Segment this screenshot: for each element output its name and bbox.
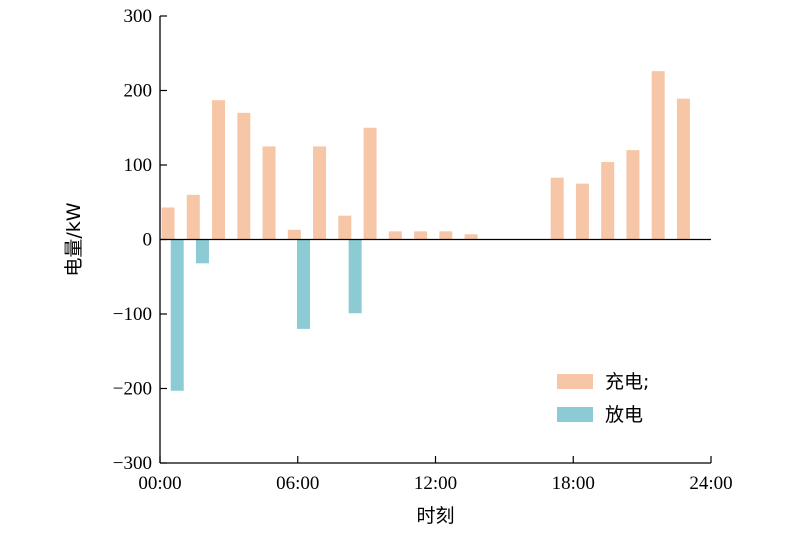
charge-bar-12: [464, 234, 478, 240]
discharge-bar-2: [296, 239, 310, 329]
discharge-bar-1: [195, 239, 209, 264]
legend-label: 充电;: [605, 371, 649, 393]
x-tick-label: 00:00: [138, 473, 181, 494]
charge-bar-16: [626, 150, 640, 240]
charge-bar-8: [363, 127, 377, 240]
y-tick-label: 100: [124, 155, 153, 176]
legend-swatch: [557, 374, 593, 389]
x-tick-label: 12:00: [414, 473, 457, 494]
charge-bar-18: [676, 98, 690, 240]
discharge-bar-3: [348, 239, 362, 314]
y-tick-label: −200: [113, 379, 152, 400]
charge-bar-6: [313, 146, 327, 240]
charge-bar-4: [262, 146, 276, 240]
x-tick-label: 24:00: [689, 473, 732, 494]
charge-bar-15: [601, 162, 615, 240]
charge-bar-13: [550, 177, 564, 240]
legend-swatch: [557, 407, 593, 422]
y-tick-label: −100: [113, 304, 152, 325]
y-tick-label: 300: [124, 6, 153, 27]
legend: 充电; 放电: [557, 371, 649, 426]
charge-bar-2: [212, 100, 226, 240]
y-tick-label: −300: [113, 453, 152, 474]
charge-bar-11: [439, 231, 453, 240]
charge-bar-14: [575, 183, 589, 240]
x-tick-label: 06:00: [276, 473, 319, 494]
y-tick-label: 200: [124, 81, 153, 102]
y-axis-title: 电量/kW: [63, 202, 85, 276]
charge-bar-9: [388, 231, 402, 240]
charge-bar-5: [287, 229, 301, 240]
bars: [161, 71, 690, 391]
y-tick-label: 0: [143, 230, 153, 251]
x-ticks: 00:00 06:00 12:00 18:00 24:00: [138, 456, 733, 494]
y-ticks: −300 −200 −100 0 100 200 300: [113, 6, 167, 474]
x-tick-label: 18:00: [552, 473, 595, 494]
discharge-bar-0: [170, 239, 184, 391]
charge-bar-3: [237, 112, 251, 240]
legend-label: 放电: [605, 404, 643, 426]
charge-bar-17: [651, 71, 665, 240]
charge-bar-1: [186, 194, 200, 240]
charge-bar-7: [338, 215, 352, 240]
charge-bar-0: [161, 207, 175, 240]
charge-bar-10: [414, 231, 428, 240]
x-axis-title: 时刻: [416, 505, 454, 527]
